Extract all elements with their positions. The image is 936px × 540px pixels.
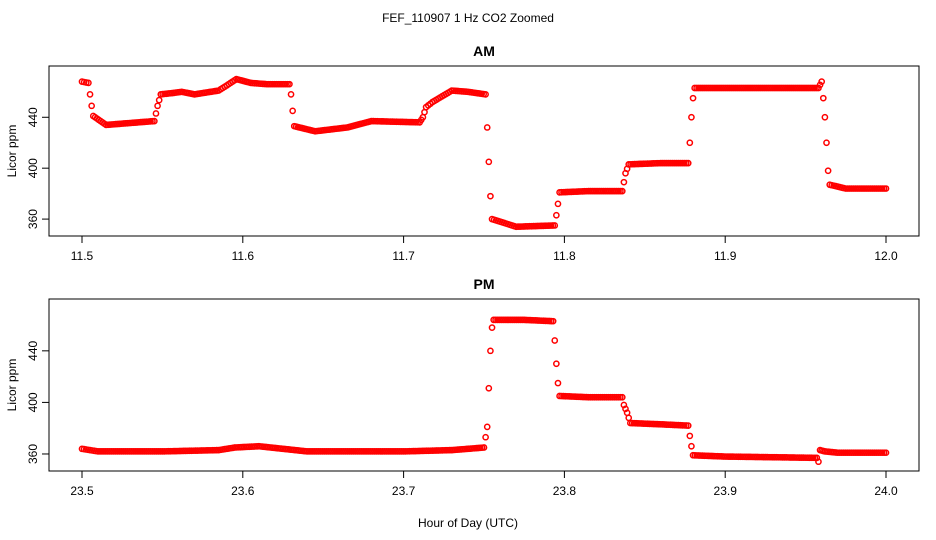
data-point <box>487 192 494 200</box>
data-point <box>151 117 158 125</box>
data-point <box>86 91 94 98</box>
x-tick-label: 11.9 <box>714 249 737 263</box>
data-point <box>688 442 695 450</box>
x-tick-label: 11.6 <box>232 249 255 263</box>
data-point <box>620 178 628 186</box>
data-point <box>483 423 491 431</box>
x-tick-label: 11.8 <box>553 249 576 263</box>
y-tick-label: 440 <box>26 341 40 361</box>
data-point <box>818 78 826 85</box>
data-point <box>85 79 92 87</box>
panels: AM 11.5 11.6 11.7 11.8 11.9 12.0 360 400 440 Licor… <box>5 43 920 498</box>
data-point <box>554 200 562 208</box>
data-point <box>549 317 557 325</box>
data-point <box>483 124 491 131</box>
x-tick-label: 23.5 <box>70 484 94 498</box>
data-points-am <box>78 75 890 231</box>
y-tick-label: 360 <box>26 209 40 229</box>
data-point <box>482 433 489 441</box>
data-point <box>618 187 626 195</box>
x-axis-label: Hour of Day (UTC) <box>418 516 518 530</box>
y-tick-label: 400 <box>26 392 40 412</box>
data-point <box>487 347 494 355</box>
data-point <box>684 422 692 429</box>
data-point <box>485 158 493 166</box>
data-point <box>823 139 830 147</box>
data-point <box>152 110 160 117</box>
data-point <box>689 94 697 102</box>
data-point <box>819 94 827 102</box>
data-point <box>155 96 163 104</box>
data-point <box>480 444 488 451</box>
x-tick-label: 23.8 <box>553 484 577 498</box>
data-point <box>551 222 559 229</box>
data-point <box>485 384 493 392</box>
y-tick-label: 440 <box>26 107 40 127</box>
data-point <box>821 113 829 121</box>
data-point <box>688 113 695 121</box>
data-point <box>554 379 562 387</box>
plot-frame-am <box>48 65 920 237</box>
y-tick-label: 360 <box>26 444 40 464</box>
x-tick-label: 23.7 <box>392 484 416 498</box>
y-axis-label-am: Licor ppm <box>5 125 19 178</box>
figure-title: FEF_110907 1 Hz CO2 Zoomed <box>382 11 554 25</box>
y-tick-label: 400 <box>26 158 40 178</box>
data-points-pm <box>78 316 890 466</box>
data-point <box>286 80 293 88</box>
x-tick-label: 23.9 <box>714 484 738 498</box>
panel-title-pm: PM <box>474 276 495 292</box>
data-point <box>551 337 559 344</box>
data-point <box>882 185 890 192</box>
data-point <box>686 432 694 440</box>
panel-title-am: AM <box>473 43 495 59</box>
data-point <box>824 167 832 175</box>
x-tick-label: 12.0 <box>874 249 898 263</box>
data-point <box>553 360 560 368</box>
data-point <box>882 449 890 457</box>
data-point <box>154 102 161 110</box>
y-axis-label-pm: Licor ppm <box>5 359 19 412</box>
data-point <box>684 159 692 167</box>
data-point <box>287 91 295 98</box>
plot-frame-pm <box>48 298 920 472</box>
panel-pm: PM 23.5 23.6 23.7 23.8 23.9 24.0 360 400 440 Licor… <box>5 276 920 498</box>
data-point <box>88 102 96 110</box>
x-tick-label: 11.7 <box>392 249 415 263</box>
data-point <box>488 324 496 331</box>
data-point <box>289 107 296 115</box>
data-point <box>482 91 489 98</box>
data-point <box>553 211 560 219</box>
data-point <box>618 393 626 401</box>
x-tick-label: 23.6 <box>231 484 255 498</box>
x-tick-label: 11.5 <box>71 249 94 263</box>
panel-am: AM 11.5 11.6 11.7 11.8 11.9 12.0 360 400 440 Licor… <box>5 43 920 263</box>
x-tick-label: 24.0 <box>874 484 898 498</box>
data-point <box>686 139 694 147</box>
data-point <box>815 458 822 466</box>
